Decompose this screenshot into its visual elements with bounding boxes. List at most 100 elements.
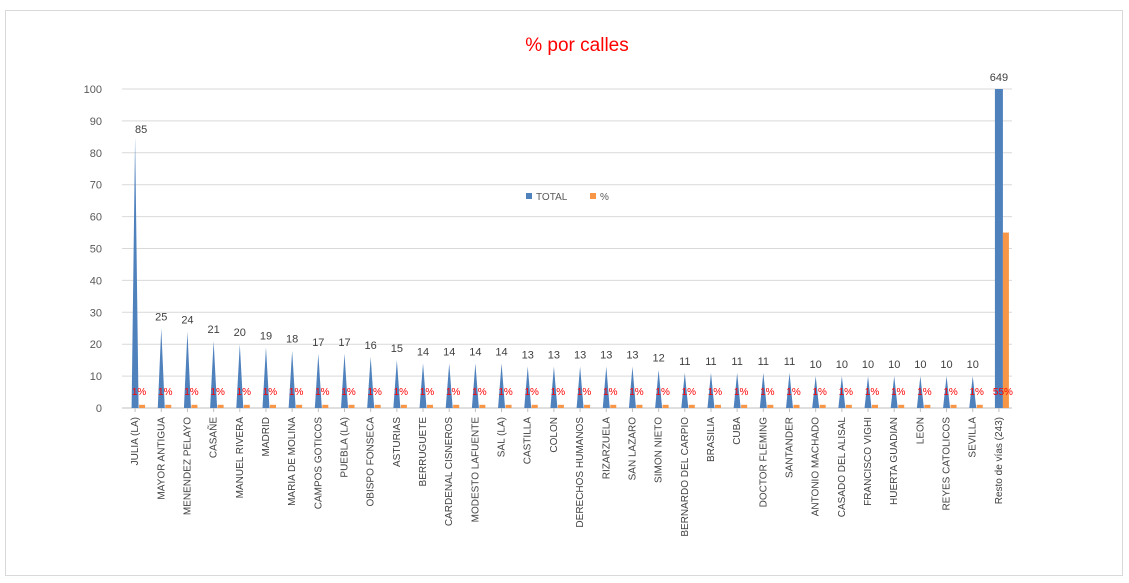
bar-total <box>681 372 689 408</box>
bar-percent <box>1002 232 1009 408</box>
bar-percent <box>531 404 538 408</box>
bar-total <box>943 376 951 408</box>
x-tick-label: OBISPO FONSECA <box>366 417 377 507</box>
bar-chart: % por calles 0 10 20 30 40 50 60 70 80 90 100 85 1%… <box>84 35 1013 537</box>
bar-percent <box>924 404 931 408</box>
bar-percent <box>557 404 564 408</box>
x-tick-label: CARDENAL CISNEROS <box>444 417 455 526</box>
data-label-total: 10 <box>967 359 979 371</box>
data-label-percent: 1% <box>786 387 801 398</box>
x-tick-label: CASAÑE <box>207 417 220 458</box>
bar-total <box>550 366 558 408</box>
bar-percent <box>793 404 800 408</box>
bar-percent <box>767 404 774 408</box>
data-label-percent: 1% <box>446 387 461 398</box>
bar-percent <box>662 404 669 408</box>
data-label-total: 85 <box>135 124 147 136</box>
bar-total <box>890 376 898 408</box>
data-label-total: 10 <box>810 359 822 371</box>
bar-total <box>838 376 846 408</box>
bar-total <box>393 360 401 408</box>
chart-title: % por calles <box>525 35 629 56</box>
y-tick-label: 20 <box>90 339 102 351</box>
bar-percent <box>584 404 591 408</box>
data-label-percent: 1% <box>708 387 723 398</box>
bar-total <box>786 372 793 408</box>
bar-total <box>419 363 427 408</box>
data-label-total: 10 <box>888 359 900 371</box>
x-tick-label: MARIA DE MOLINA <box>287 417 298 506</box>
data-label-total: 12 <box>652 353 664 365</box>
x-tick-label: SANTANDER <box>785 417 796 478</box>
x-tick-label: CUBA <box>732 417 743 445</box>
data-label-total: 11 <box>758 356 769 368</box>
data-label-total: 13 <box>548 350 560 362</box>
bar-percent <box>243 404 250 408</box>
data-label-total: 18 <box>286 334 298 346</box>
data-label-total: 13 <box>522 350 534 362</box>
data-label-total: 14 <box>417 346 429 358</box>
bar-total <box>628 366 636 408</box>
x-tick-label: CASTILLA <box>523 417 534 465</box>
bar-percent <box>610 404 617 408</box>
bar-percent <box>898 404 905 408</box>
legend-swatch-total <box>526 193 532 199</box>
data-label-total: 15 <box>391 343 403 355</box>
data-label-percent: 1% <box>603 387 618 398</box>
data-label-total: 20 <box>234 327 246 339</box>
bar-total <box>314 353 322 408</box>
bar-total <box>367 356 375 408</box>
y-tick-label: 60 <box>90 212 102 224</box>
data-label-percent: 1% <box>760 387 775 398</box>
x-tick-label: SAN LAZARO <box>627 417 638 481</box>
bar-total <box>157 328 165 408</box>
data-label-total: 10 <box>862 359 874 371</box>
bar-total <box>602 366 610 408</box>
bar-percent <box>322 404 329 408</box>
data-label-percent: 1% <box>472 387 487 398</box>
data-label-percent: 1% <box>839 387 854 398</box>
bar-percent <box>453 404 460 408</box>
data-label-total: 14 <box>443 346 455 358</box>
data-label-total: 10 <box>914 359 926 371</box>
x-tick-label: SIMON NIETO <box>654 417 665 483</box>
bar-percent <box>165 404 172 408</box>
x-axis: JULIA (LA) MAYOR ANTIGUA MENENDEZ PELAYO CA… <box>130 408 1005 537</box>
x-tick-label: LEON <box>915 417 926 444</box>
bar-total <box>759 372 767 408</box>
x-tick-label: FRANCISCO VIGHI <box>863 417 874 506</box>
x-tick-label: COLON <box>549 417 560 453</box>
gridlines <box>122 88 1012 377</box>
data-label-total: 24 <box>181 314 193 326</box>
data-label-total: 10 <box>836 359 848 371</box>
bar-total <box>707 372 715 408</box>
x-tick-label: MANUEL RIVERA <box>235 417 246 499</box>
bar-percent <box>845 404 852 408</box>
data-label-total: 13 <box>626 350 638 362</box>
bar-percent <box>950 404 957 408</box>
bar-percent <box>688 404 695 408</box>
data-label-percent: 1% <box>970 387 985 398</box>
data-label-percent: 1% <box>577 387 592 398</box>
data-label-percent: 1% <box>525 387 540 398</box>
data-label-percent: 1% <box>184 387 199 398</box>
bar-percent <box>400 404 407 408</box>
bar-total <box>812 376 820 408</box>
data-label-percent: 1% <box>367 387 382 398</box>
y-tick-label: 0 <box>96 403 102 415</box>
y-tick-label: 30 <box>90 307 102 319</box>
data-label-total: 17 <box>312 337 324 349</box>
bar-percent <box>374 404 381 408</box>
bar-total <box>498 363 506 408</box>
data-label-total: 19 <box>260 330 272 342</box>
data-label-total: 14 <box>495 346 507 358</box>
bar-total <box>471 363 479 408</box>
data-label-percent: 1% <box>132 387 147 398</box>
bar-percent <box>505 404 512 408</box>
bar-total <box>864 376 872 408</box>
data-label-percent: 1% <box>289 387 304 398</box>
x-tick-label: CASADO DEL ALISAL <box>837 417 848 518</box>
bars <box>131 89 1009 408</box>
bar-percent <box>427 404 434 408</box>
x-tick-label: BERRUGUETE <box>418 417 429 487</box>
